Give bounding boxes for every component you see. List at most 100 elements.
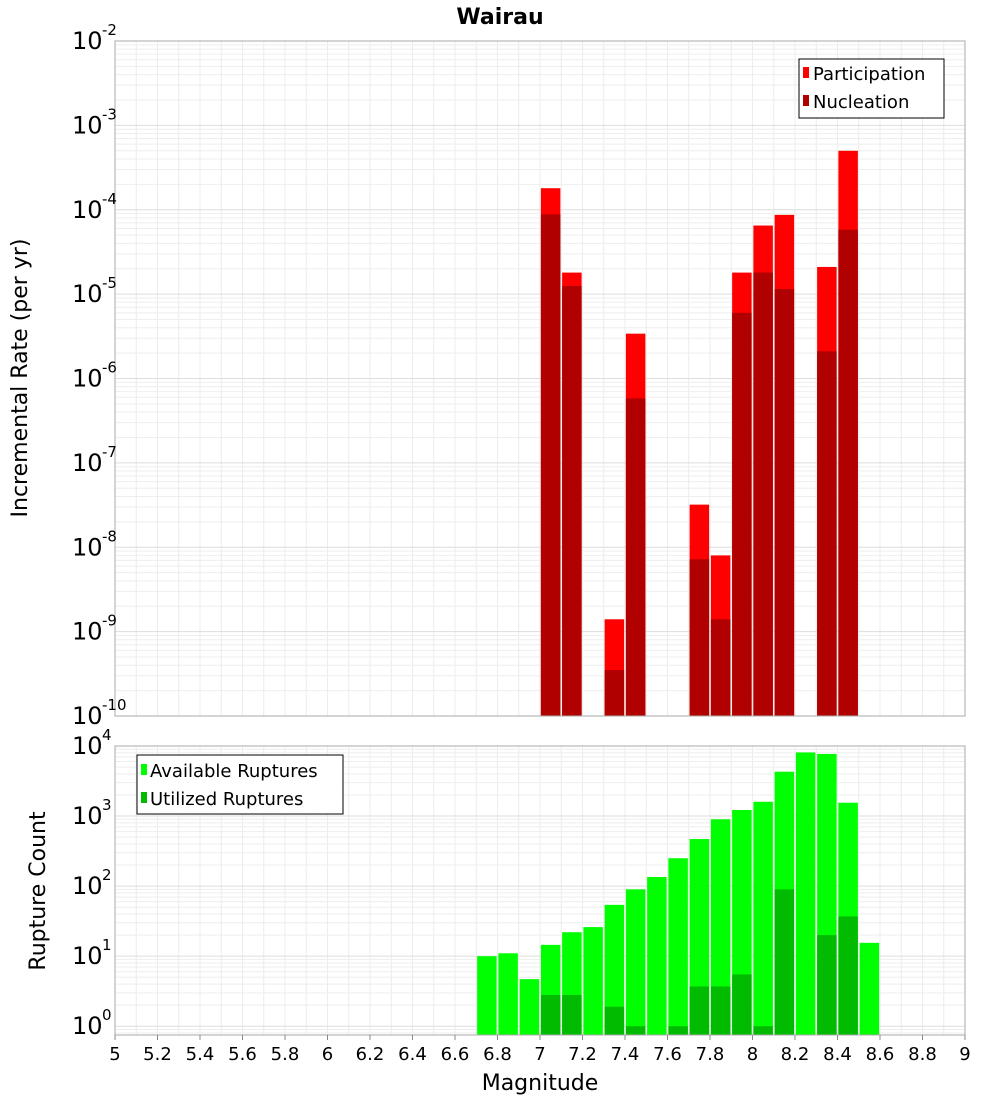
participation-legend-label: Participation bbox=[813, 64, 925, 85]
nucleation-legend-swatch bbox=[803, 95, 809, 106]
x-tick-label: 5 bbox=[109, 1044, 120, 1065]
bar-nucleation bbox=[562, 285, 582, 716]
rate-plot-bars bbox=[540, 150, 858, 717]
x-tick-label: 8.4 bbox=[823, 1044, 852, 1065]
y-tick-exponent: -3 bbox=[102, 105, 117, 123]
x-tick-label: 7.4 bbox=[611, 1044, 640, 1065]
bar-nucleation bbox=[732, 312, 752, 716]
bar-utilized-ruptures bbox=[838, 916, 858, 1035]
y-tick-label: 10 bbox=[72, 732, 103, 760]
bar-nucleation bbox=[689, 559, 710, 716]
x-tick-label: 8.6 bbox=[866, 1044, 895, 1065]
count-legend: Available Ruptures Utilized Ruptures bbox=[136, 754, 344, 815]
y-tick-exponent: 0 bbox=[102, 1006, 112, 1024]
y-tick-label: 10 bbox=[72, 280, 103, 308]
bar-available-ruptures bbox=[583, 927, 603, 1035]
bar-utilized-ruptures bbox=[625, 1026, 646, 1035]
bar-available-ruptures bbox=[753, 801, 773, 1035]
utilized-legend-label: Utilized Ruptures bbox=[150, 789, 303, 810]
bar-nucleation bbox=[817, 351, 837, 716]
bar-available-ruptures bbox=[498, 953, 518, 1035]
bar-utilized-ruptures bbox=[562, 994, 582, 1035]
bar-utilized-ruptures bbox=[668, 1026, 688, 1035]
bar-utilized-ruptures bbox=[689, 986, 710, 1035]
participation-legend-swatch bbox=[803, 67, 809, 78]
bar-available-ruptures bbox=[668, 858, 688, 1035]
rate-plot-grid bbox=[114, 41, 966, 717]
rate-legend: Participation Nucleation bbox=[798, 58, 945, 119]
bar-utilized-ruptures bbox=[753, 1026, 773, 1035]
bar-utilized-ruptures bbox=[604, 1006, 625, 1035]
bar-available-ruptures bbox=[625, 889, 646, 1035]
available-legend-label: Available Ruptures bbox=[150, 761, 318, 782]
bar-available-ruptures bbox=[795, 752, 816, 1035]
y-tick-label: 10 bbox=[72, 196, 103, 224]
x-tick-label: 5.4 bbox=[186, 1044, 215, 1065]
y-tick-exponent: -2 bbox=[102, 21, 117, 39]
y-tick-exponent: 1 bbox=[102, 936, 112, 954]
y-tick-label: 10 bbox=[72, 702, 103, 730]
x-tick-label: 5.6 bbox=[228, 1044, 257, 1065]
x-tick-label: 5.2 bbox=[143, 1044, 172, 1065]
rate-plot-frame bbox=[114, 40, 966, 717]
bar-utilized-ruptures bbox=[817, 935, 837, 1035]
y-tick-exponent: 2 bbox=[102, 866, 112, 884]
bar-nucleation bbox=[774, 289, 795, 716]
y-tick-exponent: 3 bbox=[102, 796, 112, 814]
utilized-legend-swatch bbox=[141, 792, 147, 803]
bar-available-ruptures bbox=[604, 904, 625, 1035]
y-tick-exponent: -6 bbox=[102, 359, 117, 377]
x-tick-label: 8.2 bbox=[781, 1044, 810, 1065]
bar-available-ruptures bbox=[859, 942, 880, 1035]
y-tick-exponent: 4 bbox=[102, 726, 112, 744]
y-tick-exponent: -4 bbox=[102, 190, 117, 208]
x-tick-label: 7.8 bbox=[696, 1044, 725, 1065]
y-tick-exponent: -5 bbox=[102, 274, 117, 292]
x-tick-label: 6.6 bbox=[441, 1044, 470, 1065]
magnitude-x-ticks: 5 5.2 5.4 5.6 5.8 6 6.2 6.4 6.6 6.8 7 7.2 7.4 7.6 7.8 8… bbox=[109, 1035, 971, 1065]
bar-nucleation bbox=[604, 670, 625, 716]
x-tick-label: 6.8 bbox=[483, 1044, 512, 1065]
x-tick-label: 7.2 bbox=[568, 1044, 597, 1065]
y-tick-label: 10 bbox=[72, 872, 103, 900]
bar-utilized-ruptures bbox=[732, 974, 752, 1035]
y-tick-exponent: -10 bbox=[102, 696, 127, 714]
y-tick-exponent: -9 bbox=[102, 612, 117, 630]
y-tick-label: 10 bbox=[72, 365, 103, 393]
bar-available-ruptures bbox=[647, 876, 667, 1035]
available-legend-swatch bbox=[141, 764, 147, 775]
bar-utilized-ruptures bbox=[774, 889, 795, 1035]
x-axis-label: Magnitude bbox=[482, 1071, 599, 1096]
x-tick-label: 5.8 bbox=[271, 1044, 300, 1065]
y-tick-exponent: -7 bbox=[102, 443, 117, 461]
x-tick-label: 6 bbox=[322, 1044, 333, 1065]
bar-nucleation bbox=[753, 272, 773, 716]
y-tick-exponent: -8 bbox=[102, 527, 117, 545]
y-tick-label: 10 bbox=[72, 27, 103, 55]
x-tick-label: 7 bbox=[534, 1044, 545, 1065]
y-tick-label: 10 bbox=[72, 1012, 103, 1040]
rate-legend-box bbox=[798, 58, 945, 119]
bar-nucleation bbox=[540, 214, 561, 717]
y-tick-label: 10 bbox=[72, 942, 103, 970]
x-tick-label: 6.4 bbox=[398, 1044, 427, 1065]
chart-title: Wairau bbox=[456, 5, 543, 30]
count-y-axis-label: Rupture Count bbox=[26, 811, 51, 971]
y-tick-label: 10 bbox=[72, 618, 103, 646]
count-plot-bars bbox=[477, 752, 880, 1035]
x-tick-label: 9 bbox=[959, 1044, 970, 1065]
x-tick-label: 7.6 bbox=[653, 1044, 682, 1065]
bar-nucleation bbox=[710, 619, 731, 716]
bar-nucleation bbox=[625, 398, 646, 716]
x-tick-label: 8 bbox=[747, 1044, 758, 1065]
bar-available-ruptures bbox=[689, 839, 710, 1035]
x-tick-label: 6.2 bbox=[356, 1044, 385, 1065]
nucleation-legend-label: Nucleation bbox=[813, 92, 909, 113]
bar-utilized-ruptures bbox=[710, 986, 731, 1035]
bar-available-ruptures bbox=[477, 956, 497, 1035]
